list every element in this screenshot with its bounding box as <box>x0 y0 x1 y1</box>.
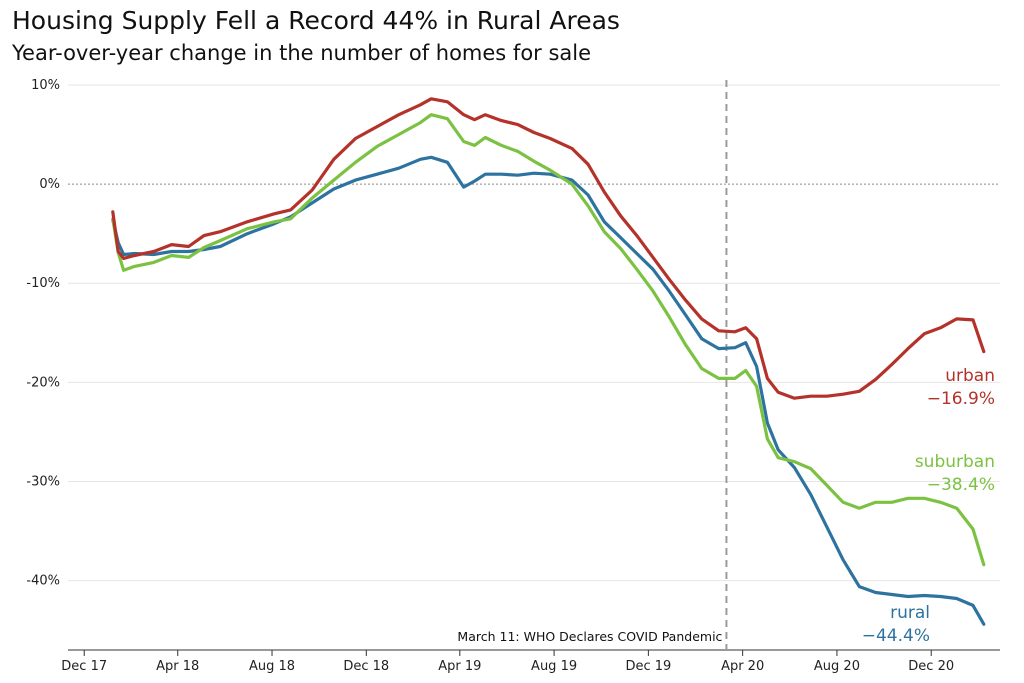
series-end-value-suburban: −38.4% <box>927 475 995 495</box>
x-tick-label-6: Dec 19 <box>625 659 671 674</box>
covid-annotation: March 11: WHO Declares COVID Pandemic <box>457 80 728 650</box>
x-tick-label-5: Aug 19 <box>531 659 577 674</box>
x-tick-label-1: Apr 18 <box>156 659 199 674</box>
series-end-value-rural: −44.4% <box>862 626 930 646</box>
x-tick-label-3: Dec 18 <box>343 659 389 674</box>
x-tick-label-9: Dec 20 <box>908 659 954 674</box>
series-name-urban: urban <box>945 366 995 386</box>
x-tick-label-2: Aug 18 <box>249 659 295 674</box>
y-axis: 10% 0% -10% -20% -30% -40% <box>26 78 60 589</box>
series-end-value-urban: −16.9% <box>927 389 995 409</box>
annotation-label: March 11: WHO Declares COVID Pandemic <box>457 629 722 644</box>
series-line-rural <box>111 155 986 626</box>
x-tick-label-0: Dec 17 <box>61 659 107 674</box>
x-tick-label-7: Apr 20 <box>721 659 764 674</box>
chart-subtitle: Year-over-year change in the number of h… <box>12 41 592 65</box>
x-axis: Dec 17 Apr 18 Aug 18 Dec 18 Apr 19 Aug 19 Dec … <box>61 649 1000 674</box>
y-tick-label-0: 10% <box>31 78 60 93</box>
series-line-suburban <box>111 113 986 567</box>
x-tick-label-4: Apr 19 <box>438 659 481 674</box>
y-tick-label-1: 0% <box>39 177 60 192</box>
chart-title: Housing Supply Fell a Record 44% in Rura… <box>12 6 620 35</box>
gridlines <box>68 84 1000 582</box>
x-tick-label-8: Aug 20 <box>814 659 860 674</box>
series-lines <box>111 97 986 626</box>
series-name-suburban: suburban <box>915 452 995 472</box>
y-tick-label-4: -30% <box>26 474 60 489</box>
y-tick-label-3: -20% <box>26 375 60 390</box>
y-tick-label-5: -40% <box>26 574 60 589</box>
series-line-urban <box>111 97 986 400</box>
series-name-rural: rural <box>890 603 930 623</box>
y-tick-label-2: -10% <box>26 276 60 291</box>
series-end-labels: urban −16.9% suburban −38.4% rural −44.4% <box>862 366 995 646</box>
